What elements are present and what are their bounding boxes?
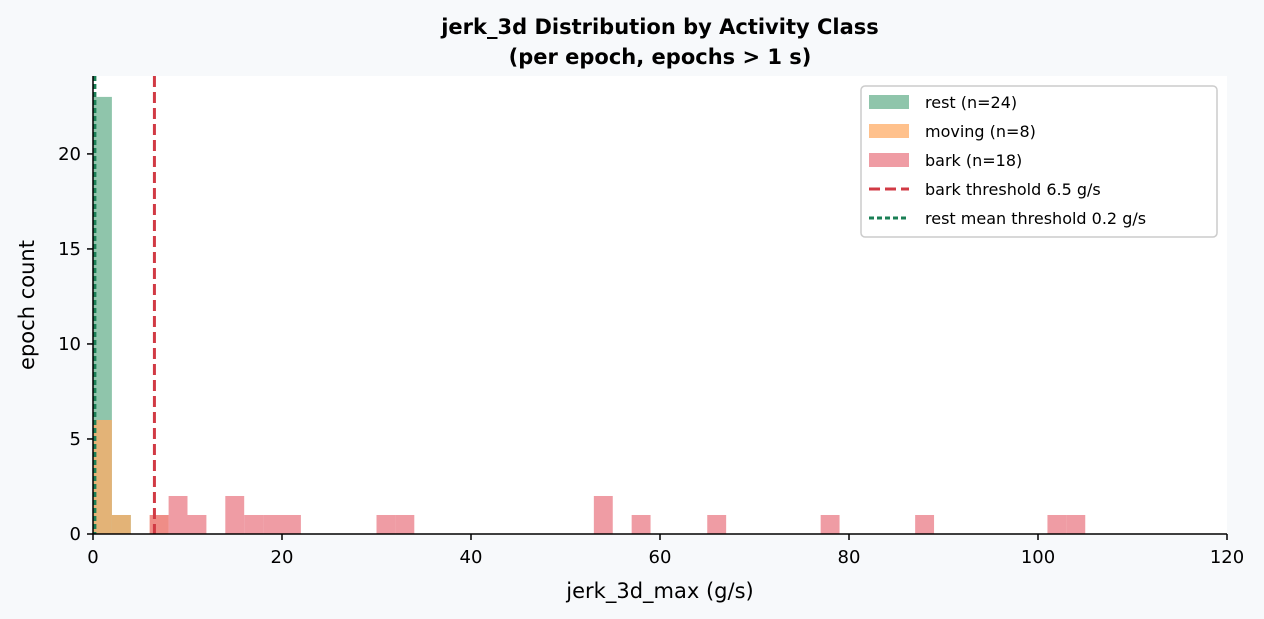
bar-bark-1 <box>168 495 188 534</box>
bar-bark-2 <box>187 514 207 534</box>
bar-moving-1 <box>111 514 131 534</box>
legend-swatch-0 <box>869 95 909 109</box>
y-tick-label-1: 5 <box>70 429 81 450</box>
x-tick-label-0: 0 <box>87 547 98 568</box>
bar-bark-10 <box>631 514 651 534</box>
x-tick-label-6: 120 <box>1210 547 1244 568</box>
legend: rest (n=24) moving (n=8) bark (n=18) bark t… <box>860 85 1218 238</box>
bar-bark-8 <box>395 514 415 534</box>
bar-bark-9 <box>593 495 613 534</box>
x-tick-label-5: 100 <box>1021 547 1055 568</box>
bar-bark-4 <box>244 514 264 534</box>
bar-bark-7 <box>376 514 396 534</box>
y-tick-label-0: 0 <box>70 524 81 545</box>
y-tick-label-2: 10 <box>58 334 81 355</box>
legend-label-4: rest mean threshold 0.2 g/s <box>925 209 1146 228</box>
x-axis-label: jerk_3d_max (g/s) <box>565 579 753 604</box>
legend-label-0: rest (n=24) <box>925 93 1017 112</box>
x-tick-label-3: 60 <box>649 547 672 568</box>
y-tick-label-4: 20 <box>58 144 81 165</box>
x-tick-label-4: 80 <box>838 547 861 568</box>
bar-bark-15 <box>1066 514 1086 534</box>
bar-bark-14 <box>1047 514 1067 534</box>
chart-subtitle: (per epoch, epochs > 1 s) <box>509 45 812 69</box>
legend-label-2: bark (n=18) <box>925 151 1022 170</box>
bar-bark-11 <box>707 514 727 534</box>
bar-bark-12 <box>820 514 840 534</box>
bar-bark-0 <box>149 514 169 534</box>
legend-label-1: moving (n=8) <box>925 122 1036 141</box>
legend-box <box>860 85 1218 238</box>
x-axis-ticks: 0 20 40 60 80 100 120 <box>87 534 1244 568</box>
y-tick-label-3: 15 <box>58 239 81 260</box>
y-axis-ticks: 0 5 10 15 20 <box>58 144 93 545</box>
bar-bark-5 <box>263 514 282 534</box>
y-axis-label: epoch count <box>15 240 39 370</box>
bar-bark-3 <box>225 495 245 534</box>
bar-bark-13 <box>915 514 935 534</box>
legend-swatch-2 <box>869 153 909 167</box>
chart-title: jerk_3d Distribution by Activity Class <box>440 15 879 39</box>
x-tick-label-2: 40 <box>460 547 483 568</box>
bar-moving-0 <box>93 419 112 534</box>
legend-swatch-1 <box>869 124 909 138</box>
x-tick-label-1: 20 <box>271 547 294 568</box>
threshold-lines <box>93 76 156 534</box>
legend-label-3: bark threshold 6.5 g/s <box>925 180 1101 199</box>
bar-bark-6 <box>282 514 301 534</box>
